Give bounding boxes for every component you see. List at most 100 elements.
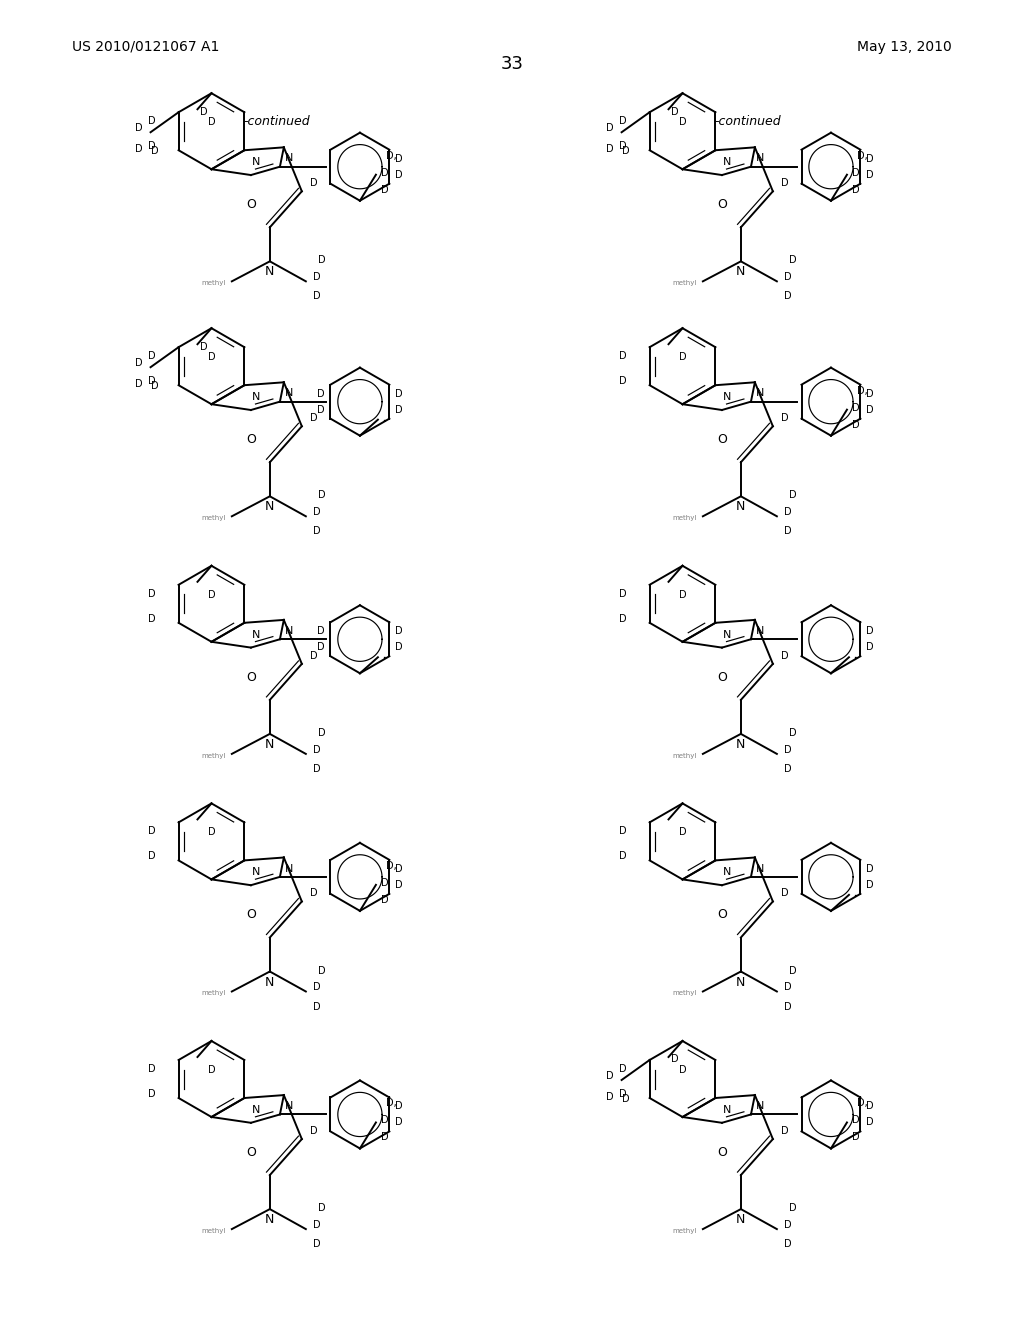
Text: N: N bbox=[723, 1105, 731, 1115]
Text: D: D bbox=[606, 144, 613, 154]
Text: D,: D, bbox=[857, 385, 867, 396]
Text: D: D bbox=[208, 117, 215, 127]
Text: -continued: -continued bbox=[243, 115, 310, 128]
Text: .: . bbox=[852, 883, 858, 900]
Text: D: D bbox=[852, 420, 859, 430]
Text: O: O bbox=[717, 198, 727, 211]
Text: D: D bbox=[312, 1239, 321, 1249]
Text: D: D bbox=[381, 1115, 388, 1126]
Text: N: N bbox=[736, 975, 745, 989]
Text: D,: D, bbox=[857, 150, 867, 161]
Text: D: D bbox=[317, 727, 326, 738]
Text: D: D bbox=[312, 1002, 321, 1011]
Text: D: D bbox=[312, 744, 321, 755]
Text: D: D bbox=[866, 388, 874, 399]
Text: N: N bbox=[736, 1213, 745, 1226]
Text: D: D bbox=[316, 626, 325, 636]
Text: D: D bbox=[310, 651, 317, 661]
Text: N: N bbox=[265, 1213, 274, 1226]
Text: O: O bbox=[246, 198, 256, 211]
Text: D: D bbox=[151, 147, 159, 156]
Text: D: D bbox=[147, 351, 156, 362]
Text: D: D bbox=[395, 880, 403, 890]
Text: D: D bbox=[788, 255, 797, 265]
Text: D: D bbox=[312, 272, 321, 282]
Text: -continued: -continued bbox=[714, 115, 781, 128]
Text: O: O bbox=[246, 908, 256, 921]
Text: D: D bbox=[317, 1203, 326, 1213]
Text: D: D bbox=[866, 880, 874, 890]
Text: D: D bbox=[200, 107, 208, 116]
Text: D: D bbox=[200, 342, 208, 351]
Text: D: D bbox=[852, 403, 859, 413]
Text: D: D bbox=[618, 614, 627, 624]
Text: D: D bbox=[395, 153, 403, 164]
Text: D: D bbox=[135, 123, 142, 133]
Text: D: D bbox=[381, 878, 388, 888]
Text: D: D bbox=[381, 1133, 388, 1143]
Text: D: D bbox=[783, 744, 792, 755]
Text: N: N bbox=[756, 1101, 764, 1111]
Text: D: D bbox=[679, 352, 686, 362]
Text: D: D bbox=[866, 626, 874, 636]
Text: D: D bbox=[783, 507, 792, 517]
Text: D: D bbox=[618, 351, 627, 362]
Text: D: D bbox=[381, 168, 388, 178]
Text: D: D bbox=[312, 292, 321, 301]
Text: D: D bbox=[381, 895, 388, 906]
Text: May 13, 2010: May 13, 2010 bbox=[857, 40, 952, 54]
Text: D: D bbox=[317, 490, 326, 500]
Text: O: O bbox=[246, 671, 256, 684]
Text: D: D bbox=[679, 828, 686, 837]
Text: N: N bbox=[285, 153, 293, 164]
Text: D: D bbox=[395, 1101, 403, 1111]
Text: D: D bbox=[208, 828, 215, 837]
Text: N: N bbox=[252, 392, 260, 403]
Text: D: D bbox=[208, 1065, 215, 1074]
Text: D: D bbox=[788, 965, 797, 975]
Text: D: D bbox=[852, 185, 859, 195]
Text: D: D bbox=[147, 589, 156, 599]
Text: N: N bbox=[265, 500, 274, 513]
Text: O: O bbox=[717, 671, 727, 684]
Text: N: N bbox=[723, 157, 731, 168]
Text: methyl: methyl bbox=[202, 752, 226, 759]
Text: D: D bbox=[671, 107, 679, 116]
Text: N: N bbox=[285, 863, 293, 874]
Text: D: D bbox=[147, 141, 156, 152]
Text: D: D bbox=[618, 1089, 627, 1100]
Text: D: D bbox=[395, 626, 403, 636]
Text: D: D bbox=[679, 117, 686, 127]
Text: D: D bbox=[618, 116, 627, 127]
Text: N: N bbox=[723, 630, 731, 640]
Text: D: D bbox=[316, 405, 325, 414]
Text: D: D bbox=[781, 413, 788, 424]
Text: D: D bbox=[781, 178, 788, 189]
Text: N: N bbox=[252, 157, 260, 168]
Text: methyl: methyl bbox=[202, 280, 226, 286]
Text: methyl: methyl bbox=[202, 990, 226, 997]
Text: D: D bbox=[312, 527, 321, 536]
Text: O: O bbox=[246, 1146, 256, 1159]
Text: methyl: methyl bbox=[673, 990, 697, 997]
Text: N: N bbox=[265, 975, 274, 989]
Text: O: O bbox=[246, 433, 256, 446]
Text: D,: D, bbox=[386, 1098, 396, 1109]
Text: D: D bbox=[312, 507, 321, 517]
Text: D: D bbox=[622, 1094, 630, 1104]
Text: D: D bbox=[310, 413, 317, 424]
Text: methyl: methyl bbox=[673, 280, 697, 286]
Text: D: D bbox=[852, 168, 859, 178]
Text: D: D bbox=[208, 590, 215, 599]
Text: D: D bbox=[135, 379, 142, 389]
Text: methyl: methyl bbox=[673, 752, 697, 759]
Text: D: D bbox=[135, 144, 142, 154]
Text: D: D bbox=[606, 123, 613, 133]
Text: N: N bbox=[756, 626, 764, 636]
Text: D: D bbox=[135, 358, 142, 368]
Text: methyl: methyl bbox=[673, 1228, 697, 1234]
Text: N: N bbox=[285, 626, 293, 636]
Text: .: . bbox=[381, 645, 387, 663]
Text: D: D bbox=[395, 170, 403, 180]
Text: D: D bbox=[618, 826, 627, 837]
